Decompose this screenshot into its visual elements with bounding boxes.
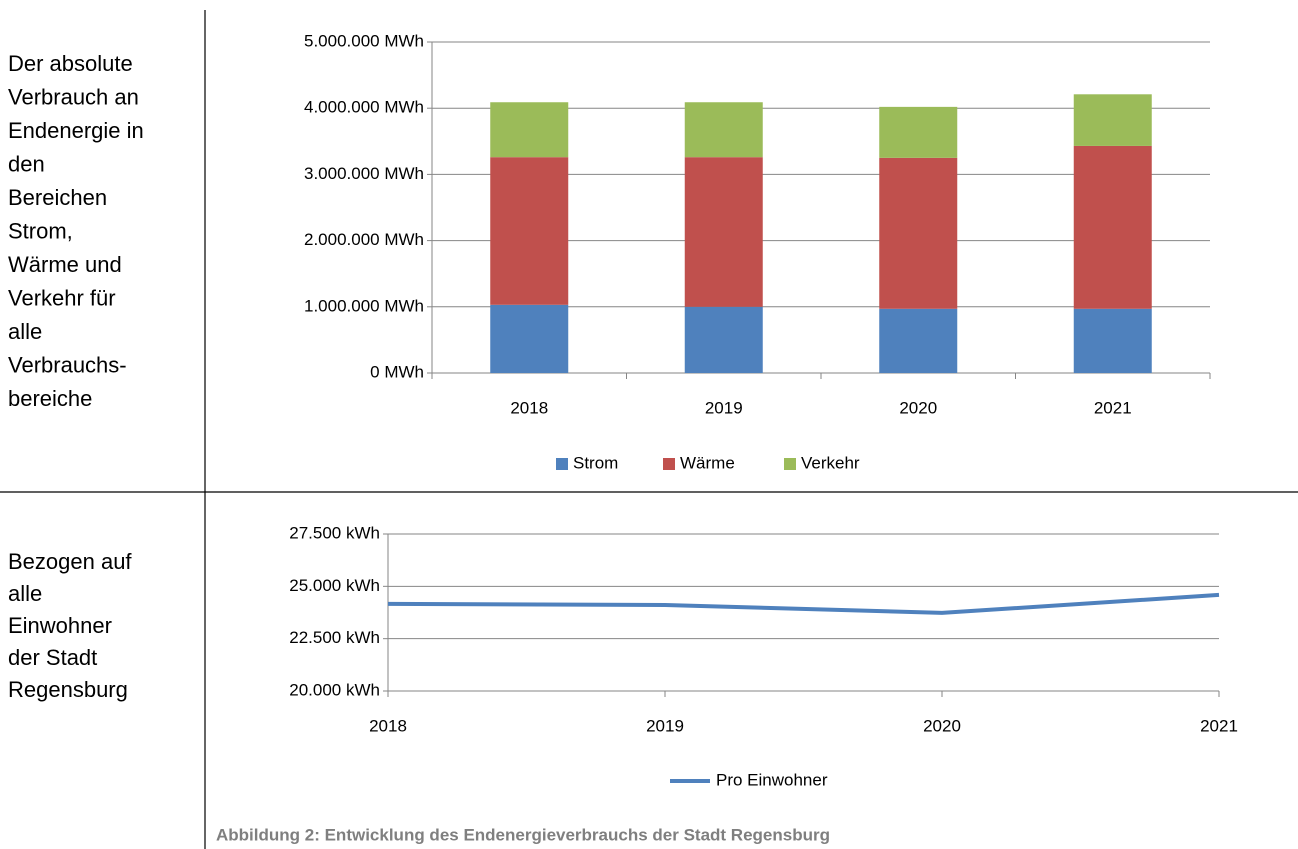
bar-segment xyxy=(1073,308,1152,373)
y-tick-label: 22.500 kWh xyxy=(289,628,380,647)
y-tick-label: 20.000 kWh xyxy=(289,680,380,699)
y-tick-label: 25.000 kWh xyxy=(289,576,380,595)
bar-segment xyxy=(490,304,569,373)
y-tick-label: 1.000.000 MWh xyxy=(304,296,424,315)
bar-segment xyxy=(879,106,958,158)
legend-swatch xyxy=(784,458,796,470)
row-label: bereiche xyxy=(8,386,92,411)
legend-swatch xyxy=(663,458,675,470)
legend-label: Pro Einwohner xyxy=(716,770,828,789)
row-label: Bereichen xyxy=(8,185,107,210)
y-tick-label: 0 MWh xyxy=(370,362,424,381)
legend-label: Wärme xyxy=(680,453,735,472)
line-series xyxy=(387,592,1220,615)
bar-segment xyxy=(684,157,763,307)
row-label: Verkehr für xyxy=(8,285,116,310)
legend-swatch xyxy=(556,458,568,470)
row-label: alle xyxy=(8,581,42,606)
row-label: Verbrauch an xyxy=(8,84,139,109)
x-tick-label: 2020 xyxy=(899,398,937,417)
x-tick-label: 2018 xyxy=(369,716,407,735)
row-label: Endenergie in xyxy=(8,118,144,143)
y-tick-label: 2.000.000 MWh xyxy=(304,230,424,249)
row-label: Der absolute xyxy=(8,51,133,76)
y-tick-label: 5.000.000 MWh xyxy=(304,31,424,50)
x-tick-label: 2019 xyxy=(646,716,684,735)
y-tick-label: 3.000.000 MWh xyxy=(304,164,424,183)
row-label: Regensburg xyxy=(8,677,128,702)
x-tick-label: 2020 xyxy=(923,716,961,735)
x-tick-label: 2018 xyxy=(510,398,548,417)
y-tick-label: 4.000.000 MWh xyxy=(304,98,424,117)
row-label: den xyxy=(8,151,45,176)
bar-segment xyxy=(684,102,763,158)
row-label: Wärme und xyxy=(8,252,122,277)
y-tick-label: 27.500 kWh xyxy=(289,523,380,542)
row-label: Bezogen auf xyxy=(8,549,132,574)
row-label: Strom, xyxy=(8,218,73,243)
caption: Abbildung 2: Entwicklung des Endenergiev… xyxy=(216,825,830,844)
row-label: alle xyxy=(8,319,42,344)
x-tick-label: 2021 xyxy=(1094,398,1132,417)
bar-segment xyxy=(490,102,569,158)
row-label: Verbrauchs- xyxy=(8,352,127,377)
bar-segment xyxy=(1073,94,1152,146)
legend-label: Strom xyxy=(573,453,618,472)
row-label: Einwohner xyxy=(8,613,112,638)
bar-segment xyxy=(1073,145,1152,309)
bar-segment xyxy=(879,157,958,309)
bar-segment xyxy=(879,308,958,373)
legend-label: Verkehr xyxy=(801,453,860,472)
row-label: der Stadt xyxy=(8,645,97,670)
bar-segment xyxy=(684,306,763,373)
x-tick-label: 2021 xyxy=(1200,716,1238,735)
bar-segment xyxy=(490,157,569,305)
x-tick-label: 2019 xyxy=(705,398,743,417)
